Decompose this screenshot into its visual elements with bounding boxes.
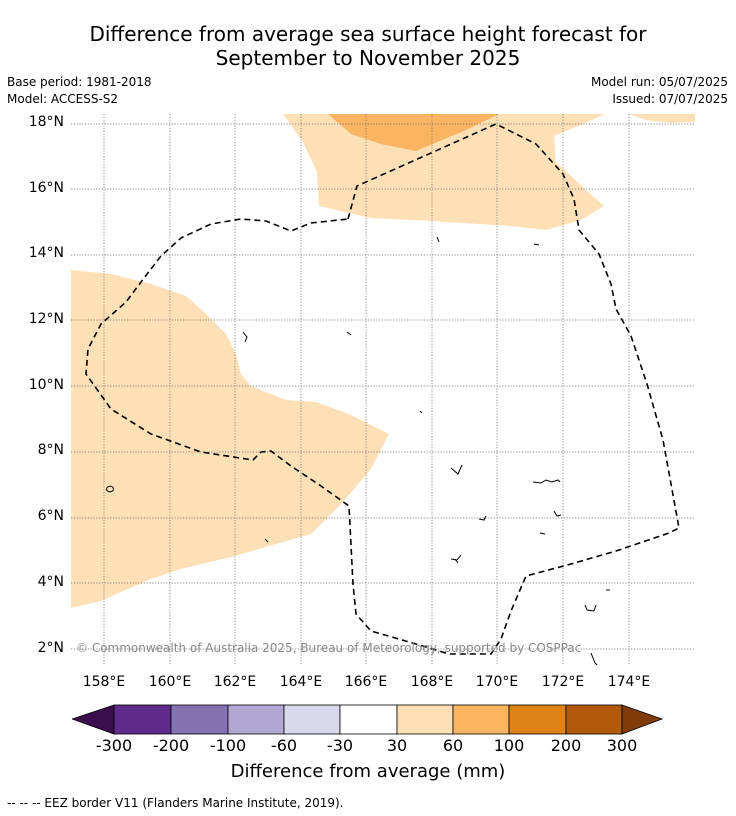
anomaly-region-northeast xyxy=(629,114,695,123)
copyright-text: © Commonwealth of Australia 2025, Bureau… xyxy=(76,641,582,655)
anomaly-region-west xyxy=(71,270,389,608)
islands xyxy=(106,236,610,665)
colorbar-bin-4 xyxy=(283,704,341,735)
map-title: Difference from average sea surface heig… xyxy=(0,22,736,70)
colorbar-tick-10: 300 xyxy=(606,736,638,755)
colorbar-tick-6: 30 xyxy=(386,736,408,755)
colorbar-tick-8: 100 xyxy=(493,736,525,755)
colorbar-extend-low xyxy=(70,704,115,735)
lat-label-2n: 2°N xyxy=(37,640,64,656)
colorbar-tick-2: -200 xyxy=(152,736,190,755)
colorbar-tick-7: 60 xyxy=(442,736,464,755)
colorbar-bin-5 xyxy=(339,704,398,735)
lat-label-10n: 10°N xyxy=(28,377,64,393)
lat-label-4n: 4°N xyxy=(37,574,64,590)
lat-label-8n: 8°N xyxy=(37,442,64,458)
title-line-1: Difference from average sea surface heig… xyxy=(89,22,647,46)
lat-label-12n: 12°N xyxy=(28,311,64,327)
lon-label-158e: 158°E xyxy=(82,674,126,690)
colorbar-bin-7 xyxy=(452,704,510,735)
title-line-2: September to November 2025 xyxy=(215,46,521,70)
colorbar-tick-4: -60 xyxy=(270,736,298,755)
lon-label-170e: 170°E xyxy=(475,674,519,690)
lon-label-174e: 174°E xyxy=(607,674,651,690)
lon-label-166e: 166°E xyxy=(344,674,388,690)
info-left: Base period: 1981-2018 Model: ACCESS-S2 xyxy=(7,74,152,108)
colorbar-bin-3 xyxy=(227,704,285,735)
map-svg xyxy=(71,114,695,665)
colorbar-tick-5: -30 xyxy=(326,736,354,755)
model-name: Model: ACCESS-S2 xyxy=(7,92,119,106)
colorbar-extend-high xyxy=(621,704,664,735)
issued-date: Issued: 07/07/2025 xyxy=(612,92,728,106)
model-run: Model run: 05/07/2025 xyxy=(590,75,728,89)
lon-label-164e: 164°E xyxy=(279,674,323,690)
lon-label-172e: 172°E xyxy=(541,674,585,690)
map-area[interactable] xyxy=(71,114,695,665)
colorbar-tick-9: 200 xyxy=(550,736,582,755)
lon-label-160e: 160°E xyxy=(148,674,192,690)
colorbar-bin-9 xyxy=(565,704,623,735)
colorbar-tick-3: -100 xyxy=(209,736,247,755)
lon-label-162e: 162°E xyxy=(213,674,257,690)
eez-footnote: -- -- -- EEZ border V11 (Flanders Marine… xyxy=(7,796,344,810)
base-period: Base period: 1981-2018 xyxy=(7,75,152,89)
lat-label-18n: 18°N xyxy=(28,114,64,130)
colorbar-bin-1 xyxy=(113,704,172,735)
colorbar-tick-1: -300 xyxy=(95,736,133,755)
lon-label-168e: 168°E xyxy=(410,674,454,690)
colorbar-svg xyxy=(70,704,664,735)
colorbar xyxy=(70,704,664,740)
info-right: Model run: 05/07/2025 Issued: 07/07/2025 xyxy=(591,74,728,108)
colorbar-bin-2 xyxy=(170,704,229,735)
lat-label-6n: 6°N xyxy=(37,508,64,524)
colorbar-bin-8 xyxy=(508,704,567,735)
colorbar-title: Difference from average (mm) xyxy=(230,761,506,782)
anomaly-region-north-core xyxy=(328,114,499,151)
lat-label-14n: 14°N xyxy=(28,245,64,261)
graticule xyxy=(71,114,695,665)
lat-label-16n: 16°N xyxy=(28,180,64,196)
colorbar-bin-6 xyxy=(396,704,454,735)
anomaly-region-north xyxy=(283,114,605,230)
